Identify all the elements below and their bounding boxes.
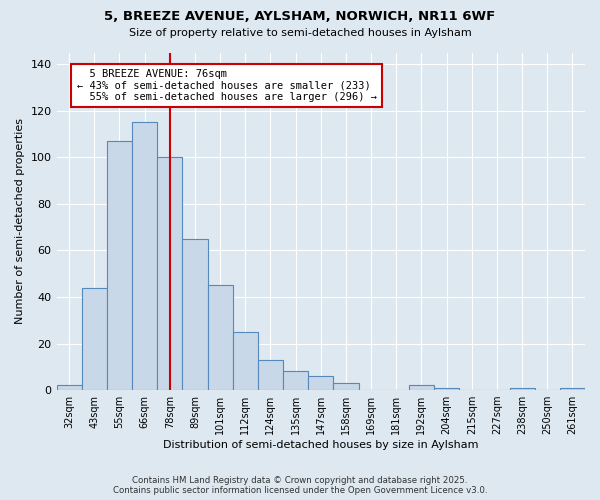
Bar — [409, 386, 434, 390]
Bar — [334, 383, 359, 390]
Bar — [132, 122, 157, 390]
Bar — [182, 239, 208, 390]
Y-axis label: Number of semi-detached properties: Number of semi-detached properties — [15, 118, 25, 324]
Bar — [434, 388, 459, 390]
Text: 5 BREEZE AVENUE: 76sqm
← 43% of semi-detached houses are smaller (233)
  55% of : 5 BREEZE AVENUE: 76sqm ← 43% of semi-det… — [77, 69, 377, 102]
Bar — [233, 332, 258, 390]
Bar — [258, 360, 283, 390]
Bar — [107, 141, 132, 390]
Bar — [308, 376, 334, 390]
Bar — [509, 388, 535, 390]
Text: 5, BREEZE AVENUE, AYLSHAM, NORWICH, NR11 6WF: 5, BREEZE AVENUE, AYLSHAM, NORWICH, NR11… — [104, 10, 496, 23]
Bar — [56, 386, 82, 390]
Bar — [82, 288, 107, 390]
Text: Size of property relative to semi-detached houses in Aylsham: Size of property relative to semi-detach… — [128, 28, 472, 38]
Bar — [208, 286, 233, 390]
Bar — [157, 158, 182, 390]
Text: Contains HM Land Registry data © Crown copyright and database right 2025.
Contai: Contains HM Land Registry data © Crown c… — [113, 476, 487, 495]
Bar — [283, 372, 308, 390]
X-axis label: Distribution of semi-detached houses by size in Aylsham: Distribution of semi-detached houses by … — [163, 440, 479, 450]
Bar — [560, 388, 585, 390]
